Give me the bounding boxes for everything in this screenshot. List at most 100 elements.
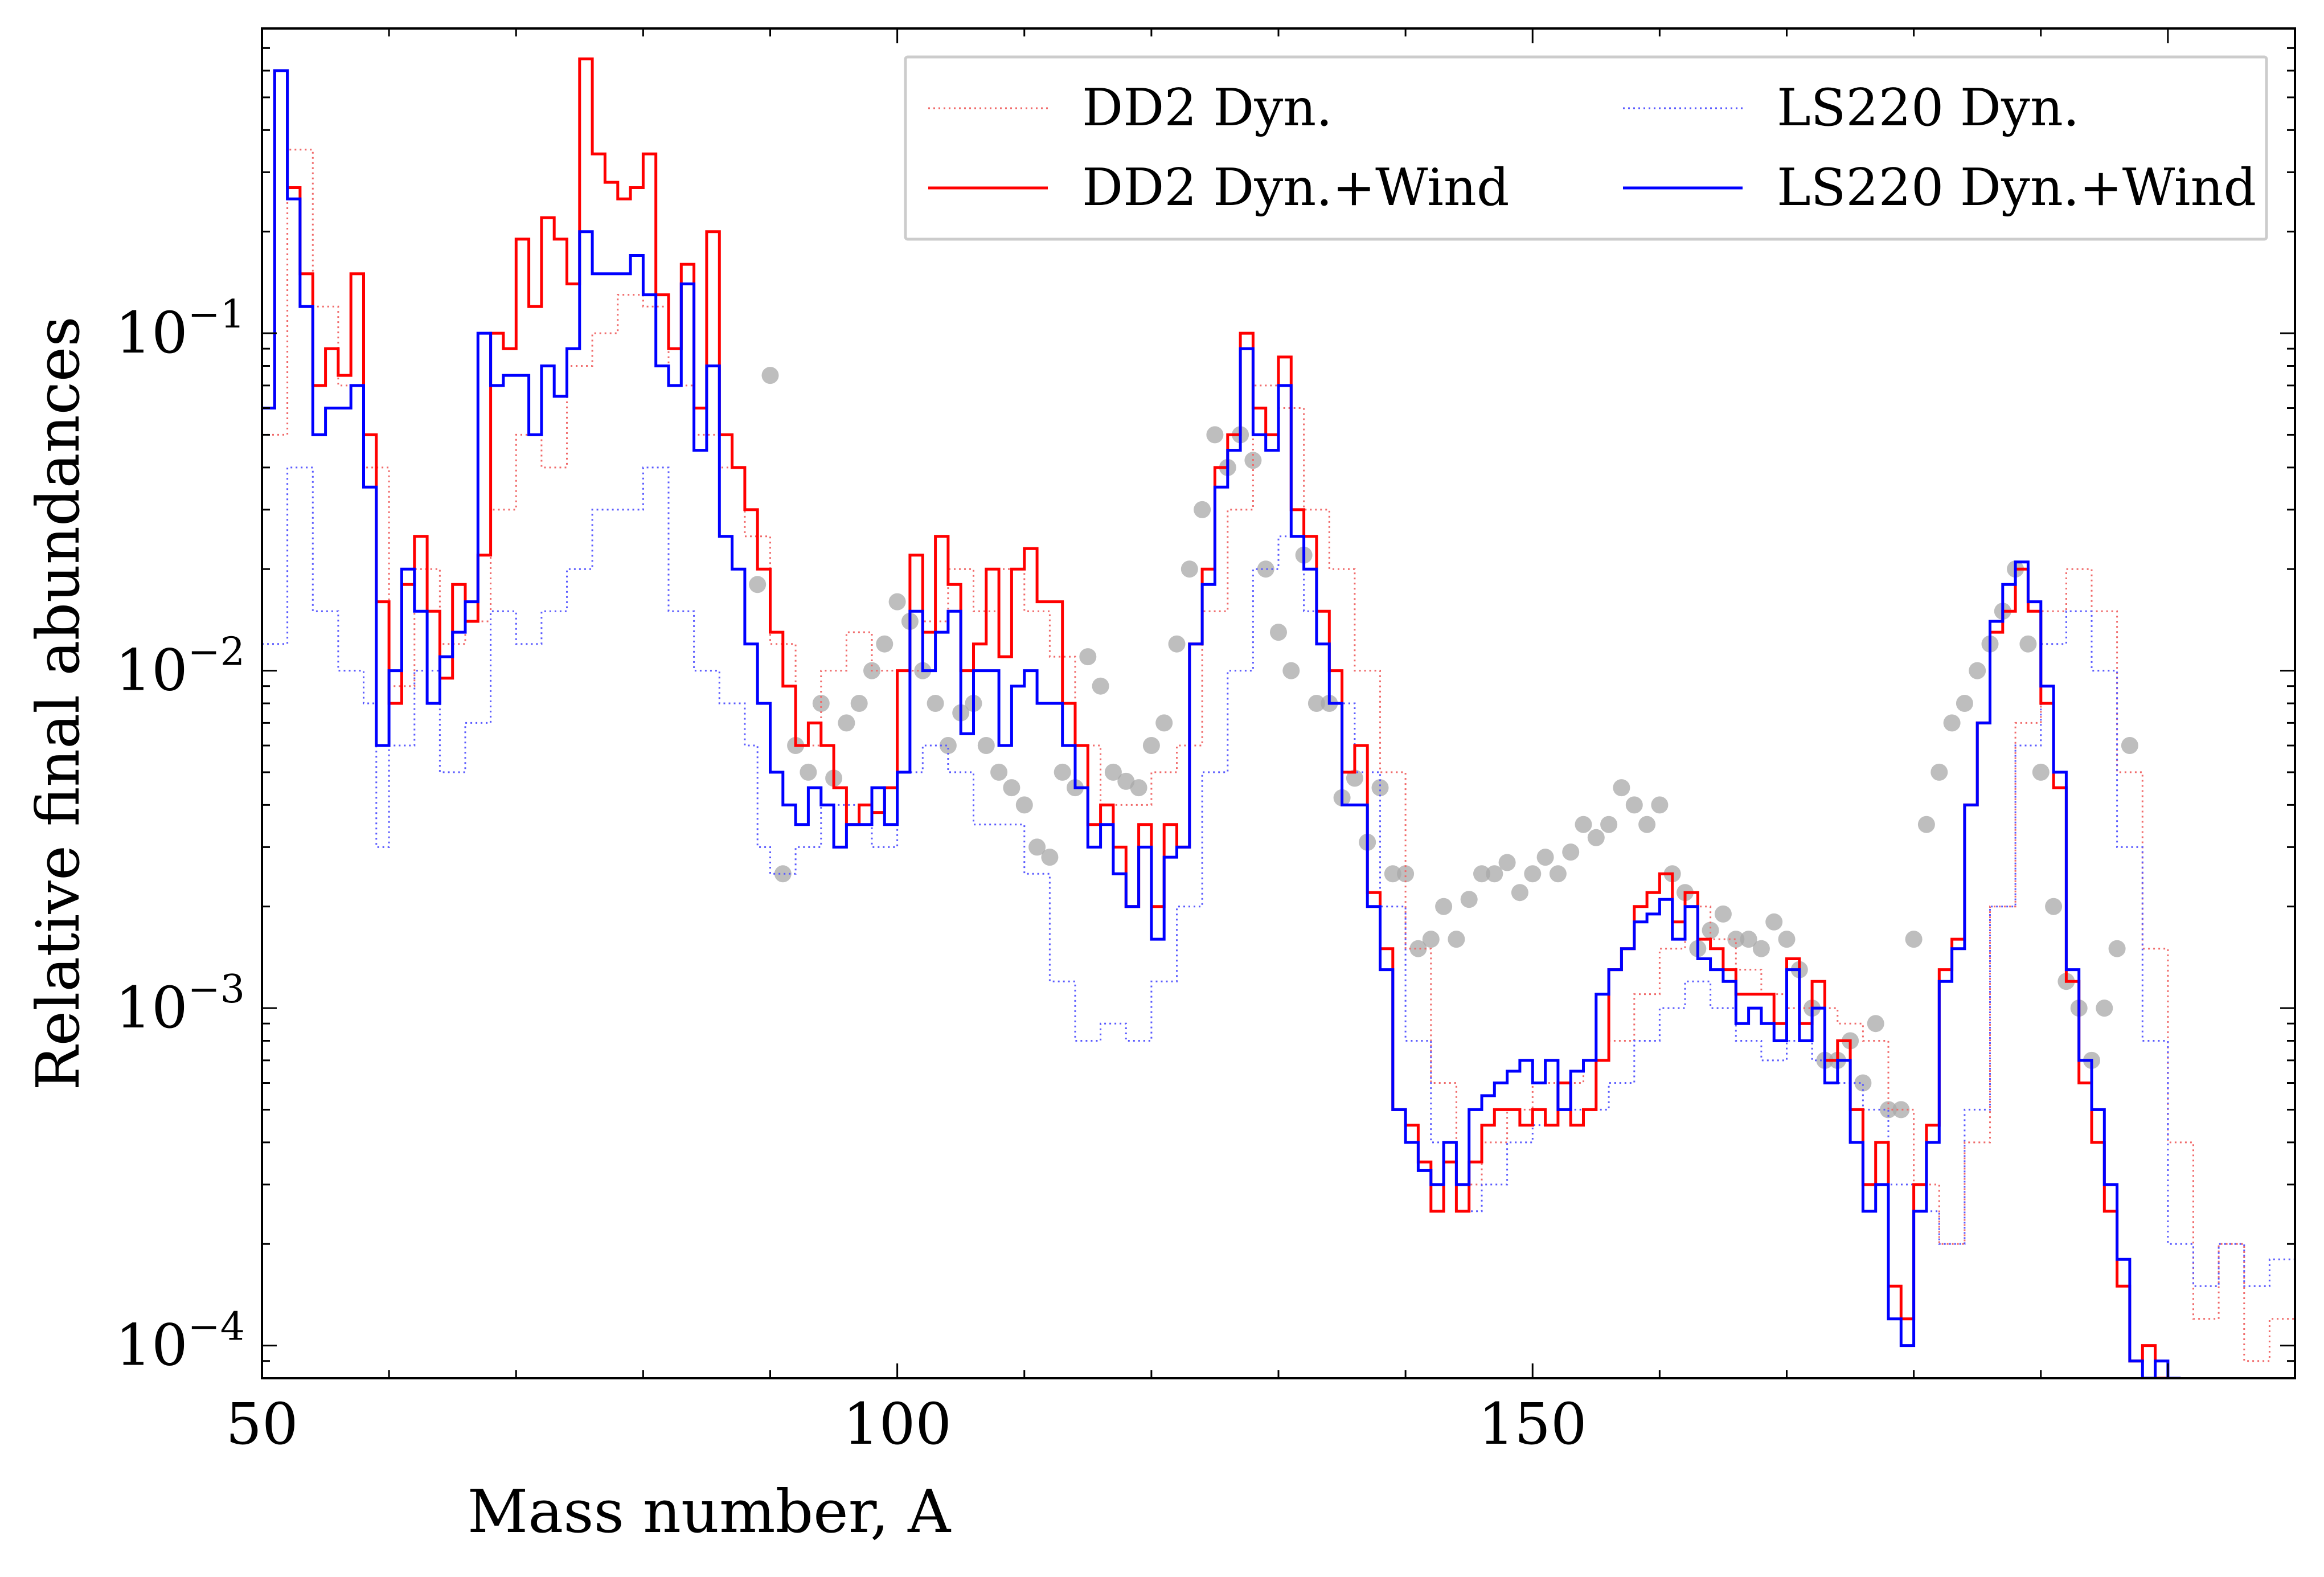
reference-point-78 <box>1740 931 1757 948</box>
reference-point-64 <box>1562 843 1580 861</box>
reference-point-77 <box>1727 931 1745 948</box>
reference-point-30 <box>1130 779 1147 797</box>
reference-point-23 <box>1041 849 1059 866</box>
reference-point-55 <box>1448 931 1465 948</box>
reference-point-5 <box>812 695 830 712</box>
series-ls220-dyn-wind <box>262 69 2181 1378</box>
reference-point-100 <box>2019 635 2037 653</box>
reference-point-28 <box>1104 763 1122 781</box>
reference-point-2 <box>774 865 792 883</box>
reference-point-7 <box>838 714 855 732</box>
reference-point-89 <box>1880 1101 1897 1119</box>
reference-point-22 <box>1028 838 1046 856</box>
reference-point-57 <box>1473 865 1490 883</box>
plot-frame <box>261 27 2296 1379</box>
reference-point-61 <box>1524 865 1542 883</box>
reference-point-69 <box>1625 796 1643 814</box>
reference-point-0 <box>749 576 767 593</box>
x-tick-label-150: 150 <box>1478 1391 1587 1457</box>
reference-point-31 <box>1142 737 1160 754</box>
reference-point-53 <box>1422 931 1440 948</box>
x-tick-label-100: 100 <box>843 1391 952 1457</box>
reference-point-93 <box>1930 763 1948 781</box>
reference-point-58 <box>1486 865 1503 883</box>
reference-point-10 <box>876 635 893 653</box>
reference-point-75 <box>1702 921 1719 939</box>
reference-point-35 <box>1194 501 1211 518</box>
reference-point-95 <box>1956 695 1973 712</box>
reference-point-102 <box>2045 898 2063 915</box>
reference-point-19 <box>990 763 1008 781</box>
y-tick-label-1e−4: 10−4 <box>116 1305 245 1379</box>
reference-point-34 <box>1181 560 1198 578</box>
reference-point-56 <box>1460 891 1478 908</box>
reference-point-47 <box>1346 769 1363 787</box>
reference-point-80 <box>1765 913 1783 931</box>
reference-point-87 <box>1854 1074 1872 1092</box>
reference-point-66 <box>1587 829 1605 846</box>
reference-point-18 <box>977 737 995 754</box>
reference-point-70 <box>1638 816 1656 833</box>
reference-point-50 <box>1384 865 1401 883</box>
reference-point-91 <box>1905 931 1923 948</box>
reference-point-94 <box>1943 714 1961 732</box>
y-tick-labels: 10−4 10−3 10−2 10−1 <box>116 292 245 1379</box>
reference-point-101 <box>2032 763 2050 781</box>
reference-point-20 <box>1003 779 1020 797</box>
reference-point-36 <box>1206 426 1224 444</box>
legend-label-0: DD2 Dyn. <box>1082 78 1333 138</box>
reference-point-65 <box>1575 816 1592 833</box>
reference-point-42 <box>1282 662 1300 679</box>
legend-label-2: DD2 Dyn.+Wind <box>1082 158 1509 218</box>
reference-point-62 <box>1536 849 1554 866</box>
reference-point-49 <box>1371 779 1389 797</box>
reference-point-96 <box>1969 662 1986 679</box>
reference-point-81 <box>1778 931 1796 948</box>
reference-point-41 <box>1270 624 1287 641</box>
x-tick-label-50: 50 <box>226 1391 298 1457</box>
series-ls220-dyn <box>262 466 2295 1287</box>
reference-point-44 <box>1307 695 1325 712</box>
reference-point-92 <box>1917 816 1935 833</box>
reference-point-11 <box>888 593 906 611</box>
y-tick-label-1e−1: 10−1 <box>116 292 245 366</box>
reference-point-76 <box>1714 905 1732 923</box>
reference-point-54 <box>1435 898 1453 915</box>
reference-point-1 <box>761 367 779 384</box>
reference-point-108 <box>2121 737 2138 754</box>
reference-point-15 <box>939 737 957 754</box>
y-tick-label-1e−3: 10−3 <box>116 967 245 1041</box>
x-axis-label: Mass number, A <box>468 1477 952 1546</box>
reference-point-79 <box>1752 940 1770 957</box>
reference-point-24 <box>1054 763 1071 781</box>
reference-point-67 <box>1600 816 1618 833</box>
reference-point-106 <box>2096 1000 2113 1017</box>
reference-point-88 <box>1867 1015 1884 1033</box>
reference-point-8 <box>850 695 868 712</box>
reference-point-26 <box>1079 648 1097 666</box>
reference-point-71 <box>1651 796 1669 814</box>
reference-point-107 <box>2108 940 2126 957</box>
reference-point-59 <box>1498 854 1516 871</box>
legend-label-3: LS220 Dyn.+Wind <box>1777 158 2256 218</box>
y-tick-label-1e−2: 10−2 <box>116 630 245 704</box>
reference-point-14 <box>927 695 944 712</box>
legend-label-1: LS220 Dyn. <box>1777 78 2079 138</box>
reference-point-32 <box>1155 714 1173 732</box>
x-tick-labels: 50 100 150 <box>226 1391 1587 1457</box>
reference-point-4 <box>800 763 817 781</box>
reference-point-40 <box>1257 560 1274 578</box>
reference-point-90 <box>1892 1101 1910 1119</box>
reference-point-60 <box>1511 884 1528 902</box>
legend-box <box>904 55 2268 241</box>
reference-point-63 <box>1549 865 1567 883</box>
reference-point-27 <box>1092 677 1109 695</box>
reference-point-21 <box>1015 796 1033 814</box>
reference-point-52 <box>1409 940 1427 957</box>
reference-point-51 <box>1397 865 1415 883</box>
reference-point-29 <box>1117 772 1135 790</box>
series-layer <box>262 57 2295 1378</box>
legend: DD2 Dyn. LS220 Dyn. DD2 Dyn.+Wind LS220 Dyn… <box>904 55 2268 241</box>
